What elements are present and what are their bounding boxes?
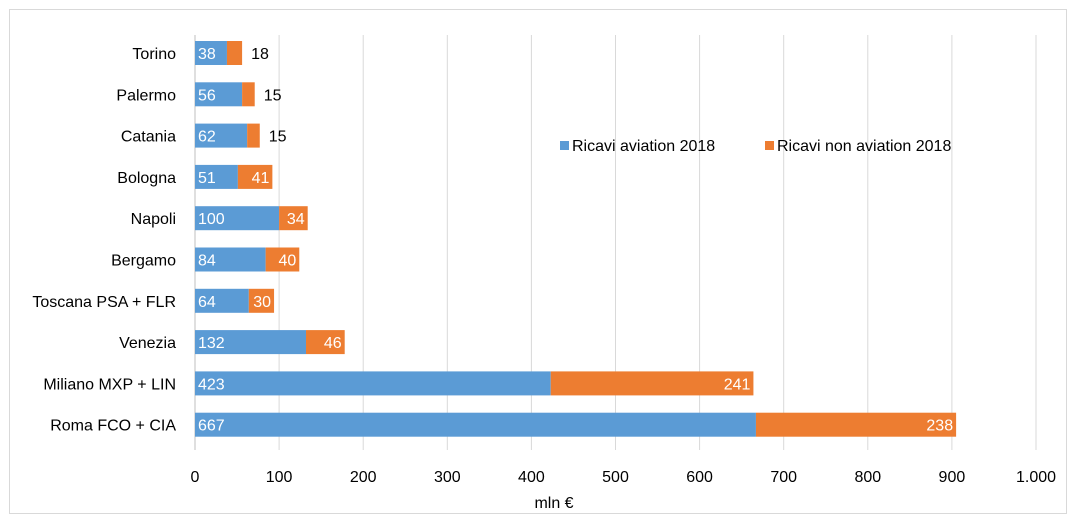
category-label: Napoli [131,211,176,228]
x-tick-label: 800 [854,469,881,486]
bar-aviation [195,412,756,437]
bar-aviation [195,41,227,65]
data-label: 46 [324,335,342,352]
data-label: 56 [198,87,216,104]
data-label: 15 [264,87,282,104]
category-label: Palermo [116,87,176,104]
bar-non-aviation [247,123,260,148]
x-tick-label: 100 [266,469,293,486]
category-label: Toscana PSA + FLR [32,294,176,311]
data-label: 241 [724,376,751,393]
data-label: 423 [198,376,225,393]
category-label: Miliano MXP + LIN [43,376,176,393]
bar-non-aviation [237,164,273,189]
bar-non-aviation [755,412,957,437]
data-label: 62 [198,129,216,146]
bar-aviation [195,247,266,272]
bar-aviation [195,288,249,313]
x-tick-labels: 0 100 200 300 400 500 600 700 800 900 1.000 [191,469,1057,486]
data-label: 51 [198,170,216,187]
data-label: 34 [287,211,305,228]
category-label: Bologna [117,170,176,187]
legend-swatch-aviation [560,141,569,150]
bar-non-aviation [242,82,255,107]
bar-non-aviation [226,41,243,65]
category-label: Roma FCO + CIA [50,418,176,435]
x-tick-label: 300 [434,469,461,486]
data-label: 15 [269,129,287,146]
data-label: 41 [252,170,270,187]
data-label: 40 [278,253,296,270]
data-label: 84 [198,253,216,270]
data-label: 38 [198,46,216,63]
bar-aviation [195,164,238,189]
legend-swatch-non-aviation [765,141,774,150]
x-tick-label: 700 [770,469,797,486]
legend-label-aviation: Ricavi aviation 2018 [572,138,715,155]
legend: Ricavi aviation 2018 Ricavi non aviation… [560,138,951,155]
x-tick-label: 400 [518,469,545,486]
x-tick-label: 900 [939,469,966,486]
data-label: 667 [198,418,225,435]
bars: 667 238 423 241 132 46 64 30 84 40 100 34 51 41 62 15 56… [195,41,957,437]
chart-frame [9,9,1067,514]
bar-aviation [195,371,551,396]
x-tick-label: 200 [350,469,377,486]
data-label: 100 [198,211,225,228]
x-tick-label: 0 [191,469,200,486]
bar-non-aviation [279,206,308,231]
data-label: 238 [926,418,953,435]
x-axis-title: mln € [534,495,573,512]
bar-non-aviation [265,247,300,272]
bar-aviation [195,330,307,355]
legend-label-non-aviation: Ricavi non aviation 2018 [777,138,951,155]
category-labels: Roma FCO + CIA Miliano MXP + LIN Venezia To… [32,46,176,435]
bar-non-aviation [248,288,275,313]
data-label: 18 [251,46,269,63]
data-label: 64 [198,294,216,311]
bar-non-aviation [550,371,754,396]
category-label: Torino [132,46,176,63]
data-label: 30 [253,294,271,311]
category-label: Venezia [119,335,176,352]
x-tick-label: 500 [602,469,629,486]
category-label: Bergamo [111,253,176,270]
x-tick-label: 1.000 [1016,469,1056,486]
category-label: Catania [121,129,176,146]
bar-aviation [195,123,248,148]
bar-aviation [195,82,243,107]
data-label: 132 [198,335,225,352]
x-tick-label: 600 [686,469,713,486]
bar-non-aviation [306,330,345,355]
bar-aviation [195,206,280,231]
